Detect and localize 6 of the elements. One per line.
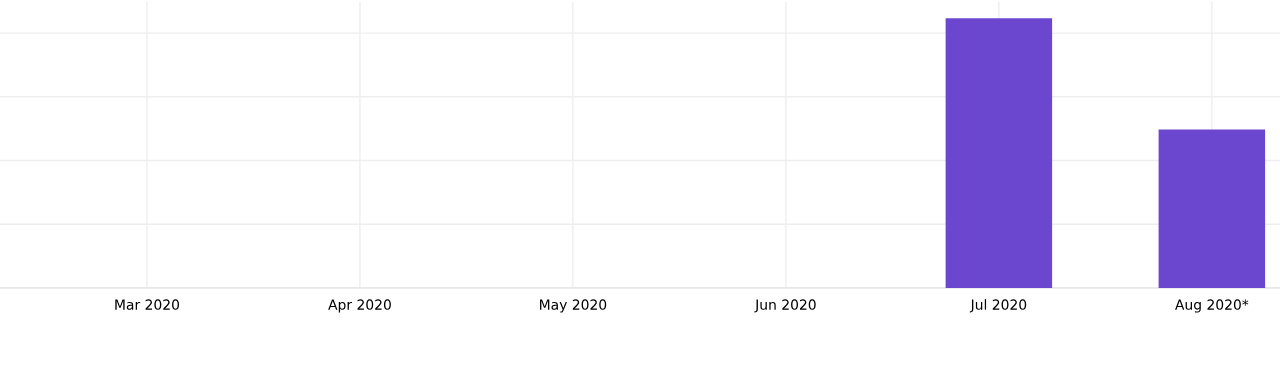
x-tick-label: Apr 2020	[328, 299, 391, 313]
x-tick-label: Aug 2020*	[1175, 299, 1249, 313]
x-tick-label: Jun 2020	[754, 299, 816, 313]
x-tick-label: May 2020	[540, 299, 607, 313]
x-tick-label: Mar 2020	[115, 299, 180, 310]
x-tick-label: Jul 2020	[969, 299, 1027, 313]
